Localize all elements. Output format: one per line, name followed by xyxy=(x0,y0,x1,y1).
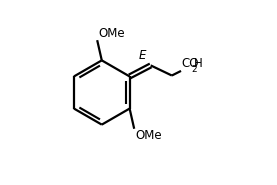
Text: 2: 2 xyxy=(191,65,197,74)
Text: CO: CO xyxy=(181,57,199,70)
Text: OMe: OMe xyxy=(98,27,125,40)
Text: OMe: OMe xyxy=(135,129,162,142)
Text: H: H xyxy=(194,57,203,70)
Text: E: E xyxy=(138,49,146,62)
